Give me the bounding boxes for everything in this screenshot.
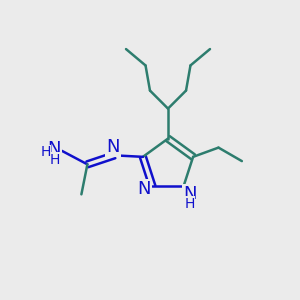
Text: H: H <box>184 197 195 211</box>
Text: N: N <box>106 138 120 156</box>
Text: N: N <box>183 185 196 203</box>
Text: N: N <box>138 180 151 198</box>
Text: N: N <box>48 140 61 158</box>
Text: H: H <box>49 153 60 167</box>
Text: H: H <box>40 145 51 159</box>
